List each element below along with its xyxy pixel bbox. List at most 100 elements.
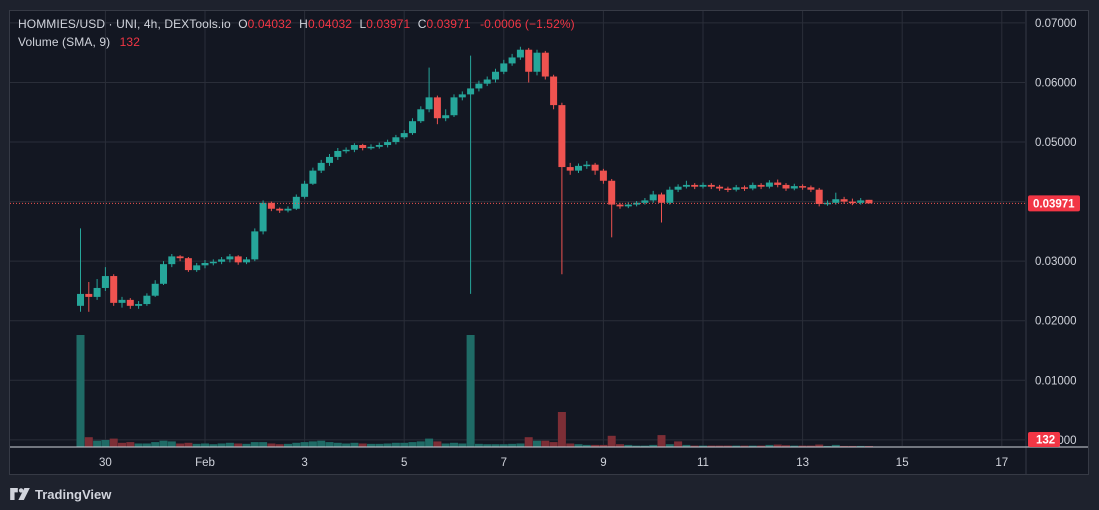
volume-bar — [757, 445, 766, 447]
price-badge: 0.03971 — [1028, 195, 1080, 212]
candle-body — [799, 186, 807, 188]
volume-bar — [292, 442, 301, 447]
price-tick-label: 0.02000 — [1035, 316, 1077, 328]
volume-bar — [557, 412, 566, 447]
candle-body — [259, 202, 267, 232]
volume-bar — [773, 444, 782, 447]
volume-bar — [367, 443, 375, 447]
volume-bar — [118, 442, 126, 447]
volume-bar — [408, 442, 417, 447]
candle-body — [774, 182, 782, 185]
volume-bar — [300, 442, 309, 447]
high-key: H — [299, 17, 308, 31]
open-value: 0.04032 — [247, 17, 292, 31]
price-tick-label: 0.05000 — [1035, 137, 1077, 149]
open-key: O — [238, 17, 248, 31]
volume-bar — [682, 444, 691, 447]
candle-body — [209, 261, 217, 264]
volume-bar — [499, 444, 508, 447]
close-value: 0.03971 — [426, 17, 471, 31]
candle-body — [857, 200, 865, 203]
candle-body — [633, 202, 641, 205]
candle-body — [334, 150, 342, 157]
tradingview-branding[interactable]: TradingView — [10, 485, 111, 503]
candle-body — [85, 293, 93, 297]
time-axis: 30 Feb 3 5 7 9 11 13 15 17 — [99, 457, 1008, 469]
volume-bar — [259, 442, 268, 447]
chart-pane[interactable] — [9, 10, 1089, 475]
candle-body — [583, 164, 591, 167]
close-key: C — [417, 17, 427, 31]
volume-bar — [699, 445, 707, 447]
volume-bar — [350, 442, 359, 447]
candle-body — [575, 165, 582, 171]
time-tick-label: 5 — [401, 457, 407, 469]
candle-body — [716, 186, 724, 189]
time-tick-label: 9 — [600, 457, 606, 469]
candle-body — [807, 187, 815, 190]
volume-bar — [375, 443, 384, 447]
volume-bar — [433, 441, 442, 447]
volume-bar — [740, 445, 749, 447]
candle-body — [417, 109, 425, 122]
volume-bar — [267, 443, 276, 447]
volume-bar — [391, 442, 400, 447]
candle-body — [433, 97, 441, 119]
volume-bar — [151, 442, 160, 447]
symbol-label[interactable]: HOMMIES/USD · UNI, 4h, DEXTools.io — [18, 17, 231, 31]
volume-bar — [640, 445, 649, 447]
volume-bar — [649, 444, 658, 447]
candle-body — [525, 49, 533, 72]
volume-bar — [109, 438, 118, 447]
candle-body — [691, 184, 699, 187]
candle-body — [425, 97, 433, 110]
candle-body — [824, 202, 831, 205]
candle-body — [135, 304, 143, 306]
volume-bar — [707, 445, 716, 447]
volume-bar — [765, 444, 774, 447]
volume-bar — [607, 435, 616, 447]
candle-body — [599, 170, 607, 181]
volume-bar — [425, 438, 434, 447]
branding-label: TradingView — [35, 486, 112, 502]
candle-body — [790, 186, 798, 189]
candle-body — [359, 145, 367, 148]
volume-bar — [748, 445, 757, 447]
candle-body — [317, 162, 325, 171]
candle-body — [865, 199, 873, 204]
candle-body — [840, 199, 848, 202]
candle-body — [267, 202, 275, 209]
volume-bar — [201, 443, 209, 447]
candle-body — [301, 183, 309, 197]
candle-body — [143, 295, 151, 305]
candle-body — [608, 180, 616, 205]
candles — [77, 46, 873, 312]
volume-bar — [574, 444, 583, 447]
candle-body — [649, 194, 657, 201]
volume-bar — [516, 443, 525, 447]
candle-body — [151, 283, 159, 296]
volume-bar — [831, 444, 840, 447]
candle-body — [375, 145, 383, 147]
volume-bar — [524, 437, 533, 447]
volume-bar — [566, 443, 575, 447]
volume-bar — [798, 445, 807, 447]
candle-body — [160, 264, 167, 284]
time-tick-label: 15 — [896, 457, 909, 469]
volume-bar — [184, 442, 193, 447]
volume-bar — [134, 443, 143, 447]
volume-bar — [84, 437, 93, 447]
candle-body — [292, 196, 300, 209]
price-tick-label: 0.07000 — [1035, 18, 1077, 30]
volume-bar — [806, 445, 815, 447]
volume-bar — [782, 445, 790, 447]
candle-body — [184, 258, 192, 271]
volume-bar — [358, 443, 367, 447]
candle-body — [815, 189, 823, 204]
candle-body — [201, 262, 209, 266]
volume-bar — [441, 443, 450, 447]
volume-indicator-label[interactable]: Volume (SMA, 9) — [18, 35, 111, 49]
volume-bar — [474, 443, 483, 447]
volume-bars — [76, 335, 873, 447]
